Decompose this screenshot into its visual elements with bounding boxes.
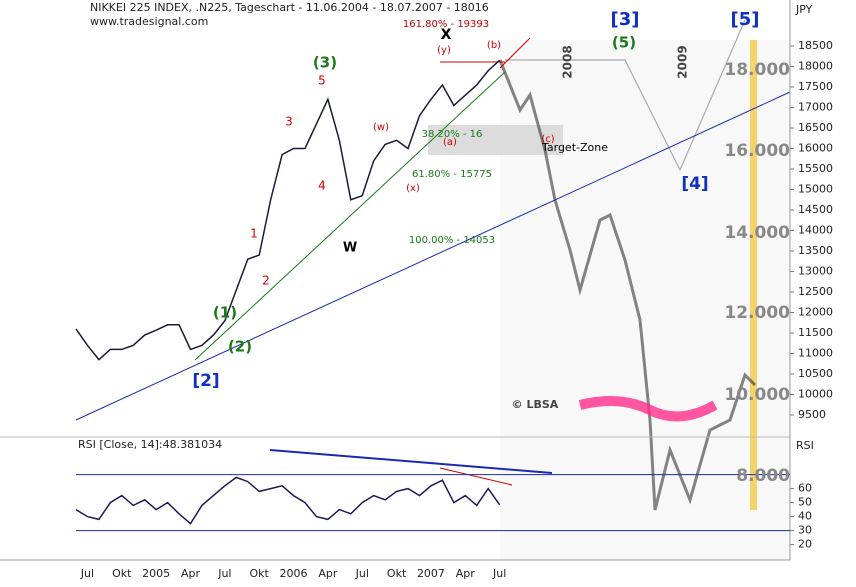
y-tick-label: 60 — [798, 482, 812, 495]
y-tick-label: 40 — [798, 510, 812, 523]
y-tick-label: 9500 — [798, 408, 826, 421]
y-tick-label: 13000 — [798, 265, 833, 278]
x-tick-label: Okt — [112, 567, 132, 580]
annotation: [4] — [681, 174, 708, 194]
annotation: (a) — [443, 137, 457, 148]
y-tick-label: 14000 — [798, 224, 833, 237]
trend-line — [75, 91, 791, 421]
annotation: (3) — [313, 54, 337, 72]
annotation: X — [441, 27, 452, 43]
x-tick-label: Jul — [355, 567, 369, 580]
y-axis-label: RSI — [796, 439, 814, 452]
annotation: 4 — [318, 179, 326, 193]
trend-line — [194, 71, 506, 361]
overlay-label: 14.000 — [724, 223, 790, 243]
price-line — [75, 59, 501, 361]
chart-title: NIKKEI 225 INDEX, .N225, Tageschart - 11… — [90, 1, 489, 14]
annotation: (b) — [487, 40, 501, 51]
y-tick-label: 16000 — [798, 142, 833, 155]
annotation: (2) — [228, 338, 252, 356]
overlay-smudge — [578, 396, 718, 422]
annotation: [2] — [192, 371, 219, 391]
overlay-label: 2009 — [676, 45, 690, 78]
annotation: 100.00% - 14053 — [409, 235, 495, 246]
x-tick-label: Jul — [80, 567, 94, 580]
overlay-label: 2008 — [561, 45, 575, 78]
rsi-title: RSI [Close, 14]:48.381034 — [78, 438, 222, 451]
annotation: 161.80% - 19393 — [403, 19, 489, 30]
annotation: (y) — [437, 45, 451, 56]
annotation: 1 — [250, 227, 258, 241]
y-tick-label: 11000 — [798, 347, 833, 360]
overlay-label: 16.000 — [724, 141, 790, 161]
y-tick-label: 18500 — [798, 39, 833, 52]
x-tick-label: 2005 — [142, 567, 170, 580]
y-tick-label: 15500 — [798, 162, 833, 175]
y-tick-label: 12500 — [798, 285, 833, 298]
projection — [505, 19, 746, 172]
y-tick-label: 14500 — [798, 203, 833, 216]
x-tick-label: Jul — [492, 567, 506, 580]
y-tick-label: 17500 — [798, 80, 833, 93]
annotation: [3] — [611, 9, 640, 30]
annotation: (c) — [541, 134, 554, 145]
y-tick-label: 17000 — [798, 101, 833, 114]
y-tick-label: 18000 — [798, 60, 833, 73]
overlay-price — [498, 59, 757, 511]
x-tick-label: Apr — [456, 567, 476, 580]
annotation: 3 — [285, 115, 293, 129]
overlay-label: 18.000 — [724, 60, 790, 80]
overlay-label: 10.000 — [724, 385, 790, 405]
annotation: 2 — [262, 274, 270, 288]
annotation: (w) — [373, 122, 389, 133]
price-line — [75, 476, 501, 525]
y-tick-label: 16500 — [798, 121, 833, 134]
x-tick-label: Apr — [181, 567, 201, 580]
overlay-label: 12.000 — [724, 303, 790, 323]
y-axis-label: JPY — [795, 3, 813, 16]
y-tick-label: 20 — [798, 538, 812, 551]
y-tick-label: 11500 — [798, 326, 833, 339]
overlay-label: © LBSA — [512, 398, 559, 411]
x-tick-label: Jul — [217, 567, 231, 580]
y-tick-label: 15000 — [798, 183, 833, 196]
annotation: W — [343, 241, 357, 256]
y-tick-label: 10000 — [798, 388, 833, 401]
subtitle: www.tradesignal.com — [90, 15, 208, 28]
x-tick-label: 2007 — [417, 567, 445, 580]
y-tick-label: 30 — [798, 524, 812, 537]
annotation: [5] — [731, 9, 760, 30]
x-tick-label: Okt — [387, 567, 407, 580]
annotation: (x) — [406, 183, 420, 194]
annotation: Target-Zone — [541, 141, 608, 154]
y-tick-label: 13500 — [798, 244, 833, 257]
x-tick-label: 2006 — [280, 567, 308, 580]
rsi-trend-line — [439, 467, 513, 486]
time-marker — [750, 40, 757, 510]
annotation: 5 — [318, 74, 326, 88]
annotation: (5) — [612, 34, 636, 52]
y-tick-label: 50 — [798, 496, 812, 509]
x-tick-label: Okt — [250, 567, 270, 580]
annotation: 38.20% - 16 — [422, 129, 483, 140]
annotation: 61.80% - 15775 — [412, 169, 492, 180]
x-tick-label: Apr — [318, 567, 338, 580]
y-tick-label: 10500 — [798, 367, 833, 380]
annotation: (1) — [213, 304, 237, 322]
rsi-trend-line — [269, 449, 553, 474]
trend-line — [499, 37, 531, 69]
overlay-label: 8.000 — [736, 466, 790, 486]
y-tick-label: 12000 — [798, 306, 833, 319]
